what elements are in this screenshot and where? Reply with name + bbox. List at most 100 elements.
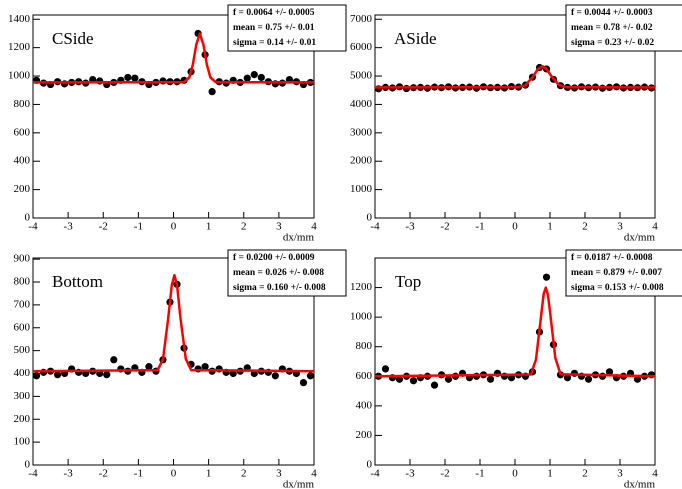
y-tick-label: 900 — [14, 253, 31, 265]
x-axis-label: dx/mm — [624, 232, 656, 244]
stats-line: mean = 0.75 +/- 0.01 — [233, 23, 315, 33]
x-tick-label: -1 — [475, 221, 484, 233]
data-point — [131, 74, 139, 82]
y-tick-label: 400 — [356, 399, 373, 411]
data-point — [605, 368, 614, 376]
y-tick-label: 800 — [14, 276, 31, 288]
x-tick-label: 4 — [652, 468, 658, 480]
data-point — [306, 372, 315, 380]
x-tick-label: 3 — [617, 468, 623, 480]
y-tick-label: 1000 — [350, 183, 373, 195]
data-point — [53, 371, 62, 379]
data-point — [584, 375, 593, 383]
stats-box — [565, 4, 682, 52]
x-tick-label: 2 — [582, 468, 588, 480]
panel-title: ASide — [394, 29, 437, 48]
data-point — [486, 375, 495, 383]
x-tick-label: -4 — [28, 221, 38, 233]
data-point — [271, 372, 279, 380]
data-point — [444, 375, 453, 383]
y-tick-label: 1200 — [350, 281, 373, 293]
data-point — [243, 74, 251, 82]
stats-line: sigma = 0.14 +/- 0.01 — [233, 38, 316, 48]
stats-line: f = 0.0064 +/- 0.0005 — [233, 8, 315, 18]
stats-box — [227, 4, 347, 52]
x-tick-label: 2 — [582, 221, 588, 233]
y-tick-label: 0 — [367, 212, 373, 224]
x-tick-label: 0 — [512, 468, 518, 480]
x-tick-label: -1 — [134, 468, 143, 480]
x-axis-label: dx/mm — [283, 479, 315, 489]
x-tick-label: -2 — [440, 468, 449, 480]
x-tick-label: 3 — [276, 468, 282, 480]
stats-box — [227, 249, 347, 297]
y-tick-label: 0 — [25, 459, 31, 471]
data-point — [145, 363, 153, 371]
x-tick-label: -2 — [440, 221, 449, 233]
y-tick-label: 300 — [14, 390, 31, 402]
x-tick-label: 4 — [311, 221, 317, 233]
x-tick-label: 4 — [652, 221, 658, 233]
x-tick-label: 2 — [241, 468, 247, 480]
stats-line: f = 0.0200 +/- 0.0009 — [233, 253, 315, 263]
stats-line: mean = 0.026 +/- 0.008 — [233, 268, 324, 278]
data-point — [395, 375, 404, 383]
data-point — [633, 375, 642, 383]
stats-line: f = 0.0187 +/- 0.0008 — [571, 253, 653, 263]
data-point — [201, 363, 209, 371]
y-tick-label: 600 — [356, 370, 373, 382]
x-tick-label: 0 — [171, 468, 177, 480]
stats-line: mean = 0.879 +/- 0.007 — [571, 268, 662, 278]
y-tick-label: 1000 — [350, 311, 373, 323]
data-point — [563, 374, 572, 382]
y-tick-label: 0 — [367, 459, 373, 471]
panel-title: Bottom — [52, 272, 103, 291]
y-tick-label: 400 — [14, 155, 31, 167]
stats-line: sigma = 0.153 +/- 0.008 — [571, 283, 664, 293]
y-tick-label: 1400 — [8, 13, 31, 25]
data-point — [250, 71, 258, 79]
data-point — [381, 365, 390, 373]
stats-line: sigma = 0.23 +/- 0.02 — [571, 38, 654, 48]
panel-title: Top — [395, 272, 421, 291]
x-tick-label: 1 — [206, 468, 212, 480]
data-point — [110, 356, 118, 364]
x-tick-label: -2 — [99, 468, 108, 480]
y-tick-label: 200 — [14, 183, 31, 195]
x-tick-label: -3 — [64, 468, 74, 480]
y-tick-label: 6000 — [350, 41, 373, 53]
y-tick-label: 0 — [25, 212, 31, 224]
x-tick-label: 1 — [547, 221, 553, 233]
x-tick-label: 3 — [276, 221, 282, 233]
y-tick-label: 100 — [14, 436, 31, 448]
x-tick-label: 4 — [311, 468, 317, 480]
x-tick-label: -4 — [370, 468, 380, 480]
y-tick-label: 2000 — [350, 155, 373, 167]
x-tick-label: -3 — [405, 221, 415, 233]
data-point — [257, 73, 265, 82]
x-tick-label: 3 — [617, 221, 623, 233]
y-tick-label: 800 — [356, 340, 373, 352]
y-tick-label: 5000 — [350, 70, 373, 82]
y-tick-label: 400 — [14, 367, 31, 379]
panel: -4 -3 -2 -1 0 1 2 3 4 0 200 400 600 800 1000 1200 1400 dx… — [8, 4, 347, 244]
panel-title: CSide — [52, 29, 94, 48]
panel: -4 -3 -2 -1 0 1 2 3 4 0 1000 2000 3000 4000 5000 6000 70… — [350, 4, 682, 244]
y-tick-label: 1000 — [8, 70, 31, 82]
stats-line: mean = 0.78 +/- 0.02 — [571, 23, 653, 33]
panel: -4 -3 -2 -1 0 1 2 3 4 0 100 200 300 400 500 600 700 800 90… — [14, 249, 347, 489]
data-point — [124, 73, 132, 82]
y-tick-label: 600 — [14, 321, 31, 333]
x-tick-label: -1 — [475, 468, 484, 480]
x-tick-label: -4 — [370, 221, 380, 233]
data-point — [430, 381, 439, 389]
stats-line: sigma = 0.160 +/- 0.008 — [233, 283, 326, 293]
x-axis-label: dx/mm — [283, 232, 315, 244]
data-point — [32, 372, 41, 380]
data-point — [96, 77, 104, 85]
x-tick-label: -4 — [28, 468, 38, 480]
x-axis-label: dx/mm — [624, 479, 656, 489]
stats-line: f = 0.0044 +/- 0.0003 — [571, 8, 653, 18]
